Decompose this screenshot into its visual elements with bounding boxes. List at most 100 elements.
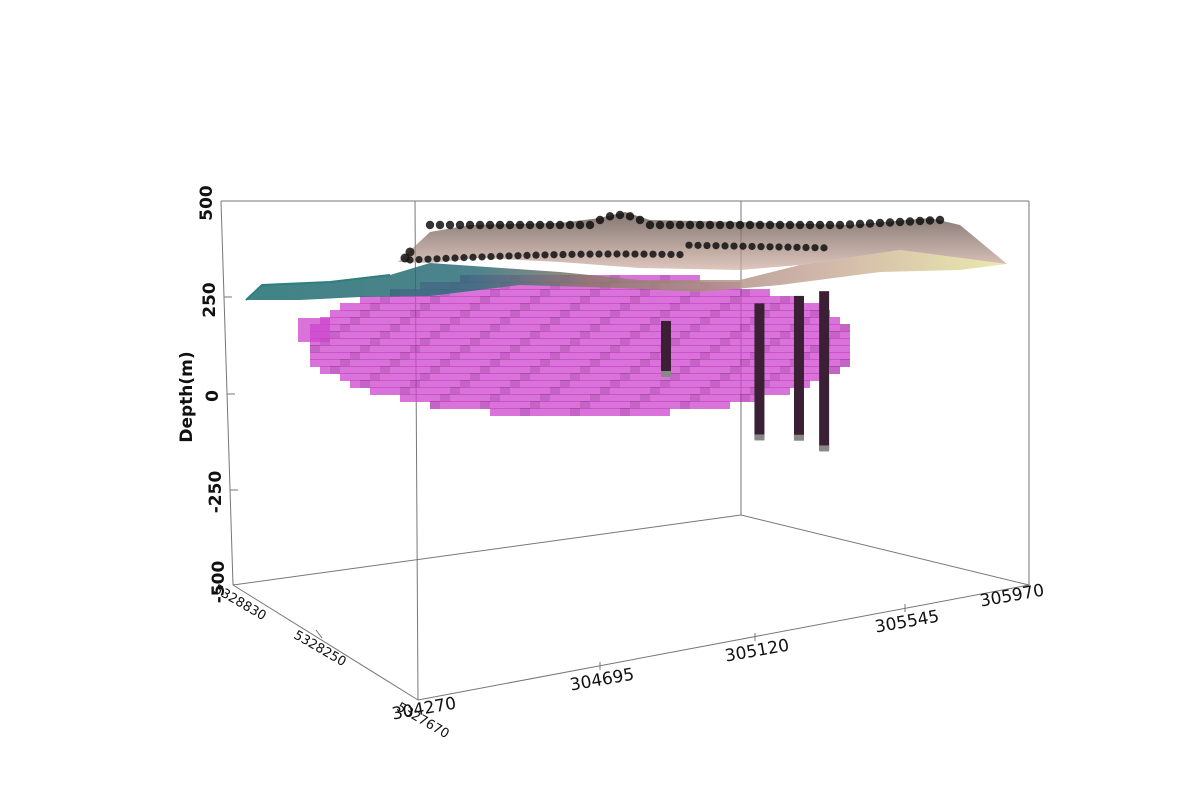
ore-voxel [660, 408, 670, 416]
ore-voxel [670, 373, 680, 381]
ore-voxel [640, 317, 650, 325]
ore-voxel [620, 331, 630, 339]
ore-voxel [370, 366, 380, 374]
ore-voxel [330, 359, 340, 367]
sample-point [424, 255, 432, 263]
ore-voxel [580, 408, 590, 416]
ore-voxel [480, 338, 490, 346]
ore-voxel [350, 359, 360, 367]
ore-voxel [480, 324, 490, 332]
ore-voxel [490, 345, 500, 353]
ore-voxel [450, 366, 460, 374]
ore-voxel [470, 289, 480, 297]
sample-point [535, 220, 545, 230]
sample-points [400, 210, 945, 264]
ore-voxel [510, 331, 520, 339]
ore-voxel [460, 401, 470, 409]
ore-voxel [730, 380, 740, 388]
ore-voxel [560, 380, 570, 388]
ore-voxel [430, 387, 440, 395]
ore-voxel [690, 310, 700, 318]
ore-voxel [590, 331, 600, 339]
ore-voxel [350, 373, 360, 381]
ore-voxel [770, 296, 780, 304]
ore-voxel [830, 331, 840, 339]
ore-voxel [650, 345, 660, 353]
ore-voxel [600, 352, 610, 360]
ore-voxel [420, 373, 430, 381]
ore-voxel [610, 296, 620, 304]
ore-voxel [800, 373, 810, 381]
sample-point [739, 242, 747, 250]
ore-voxel [660, 401, 670, 409]
ore-voxel [510, 324, 520, 332]
ore-voxel [830, 324, 840, 332]
ore-voxel [570, 324, 580, 332]
ore-voxel [600, 303, 610, 311]
ore-voxel [500, 380, 510, 388]
ore-voxel [340, 359, 350, 367]
ore-voxel [610, 331, 620, 339]
ore-voxel [780, 331, 790, 339]
ore-voxel [650, 352, 660, 360]
ore-voxel [580, 331, 590, 339]
ore-voxel [750, 296, 760, 304]
ore-voxel [610, 366, 620, 374]
ore-voxel [330, 331, 340, 339]
ore-voxel [580, 380, 590, 388]
ore-voxel [560, 352, 570, 360]
ore-voxel [660, 373, 670, 381]
ore-voxel [530, 373, 540, 381]
ore-voxel [570, 345, 580, 353]
ore-voxel [780, 303, 790, 311]
ore-voxel [400, 317, 410, 325]
ore-voxel [380, 303, 390, 311]
ore-voxel [560, 408, 570, 416]
ore-voxel [630, 408, 640, 416]
ore-voxel [580, 373, 590, 381]
drill-hole [793, 295, 804, 439]
ore-voxel [520, 366, 530, 374]
ore-voxel [390, 310, 400, 318]
ore-voxel [410, 338, 420, 346]
sample-point [442, 254, 450, 263]
ore-voxel [550, 331, 560, 339]
ore-voxel [370, 359, 380, 367]
sample-point [613, 250, 621, 258]
ore-voxel [840, 331, 850, 339]
z-tick-label: 250 [200, 282, 220, 318]
ore-voxel [530, 310, 540, 318]
ore-voxel [660, 303, 670, 311]
x-tick-label: 305545 [873, 607, 940, 638]
ore-voxel [330, 345, 340, 353]
ore-voxel [600, 345, 610, 353]
ore-voxel [450, 324, 460, 332]
ore-voxel [680, 387, 690, 395]
sample-point [631, 250, 639, 258]
ore-voxel [630, 401, 640, 409]
sample-point [735, 220, 745, 230]
ore-voxel [590, 401, 600, 409]
ore-voxel [700, 296, 710, 304]
ore-voxel [380, 324, 390, 332]
ore-voxel [760, 296, 770, 304]
ore-voxel [320, 352, 330, 360]
ore-voxel [630, 331, 640, 339]
ore-voxel [570, 394, 580, 402]
ore-voxel [530, 408, 540, 416]
ore-voxel [550, 345, 560, 353]
ore-voxel [430, 310, 440, 318]
ore-voxel [600, 366, 610, 374]
ore-voxel [590, 338, 600, 346]
ore-voxel [610, 373, 620, 381]
ore-voxel [430, 324, 440, 332]
ore-voxel [390, 387, 400, 395]
ore-voxel [560, 359, 570, 367]
sample-point [505, 252, 513, 260]
ore-voxel [640, 345, 650, 353]
ore-voxel [810, 352, 820, 360]
ore-voxel [530, 345, 540, 353]
ore-voxel [680, 338, 690, 346]
ore-voxel [800, 317, 810, 325]
